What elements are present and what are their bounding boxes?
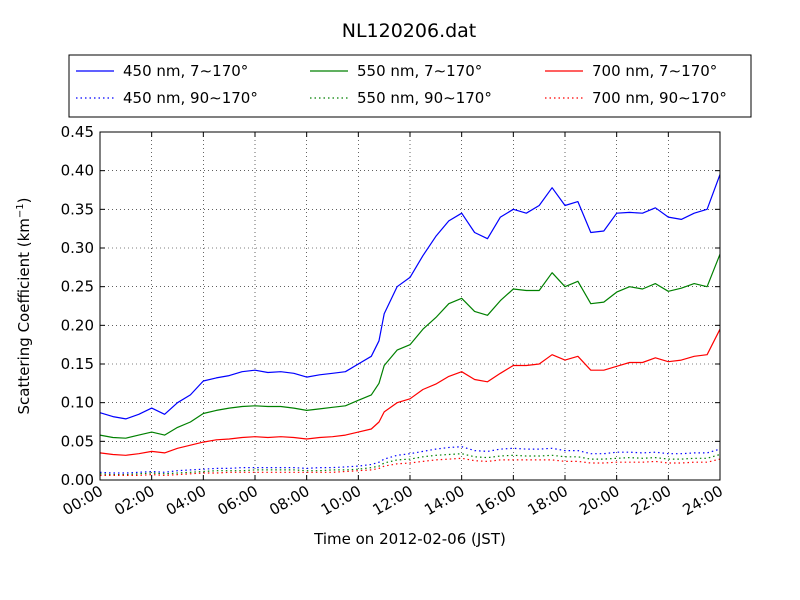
y-tick-label: 0.00 <box>61 471 94 489</box>
series-line <box>99 446 721 474</box>
y-axis-label-close: ) <box>15 197 33 203</box>
series-line <box>99 453 721 476</box>
chart-title: NL120206.dat <box>342 20 477 42</box>
series-line <box>99 174 721 420</box>
legend-label: 550 nm, 7∼170° <box>357 62 482 80</box>
y-tick-label: 0.25 <box>61 278 94 296</box>
legend: 450 nm, 7∼170° 550 nm, 7∼170° 700 nm, 7∼17… <box>76 62 727 107</box>
y-tick-label: 0.15 <box>61 355 94 373</box>
y-tick-label: 0.05 <box>61 432 94 450</box>
y-tick-label: 0.20 <box>61 316 94 334</box>
y-axis-label-main: Scattering Coefficient (km <box>15 218 33 414</box>
y-axis-label: Scattering Coefficient (km−1) <box>15 197 33 414</box>
legend-label: 450 nm, 7∼170° <box>123 62 248 80</box>
legend-label: 700 nm, 90∼170° <box>592 89 727 107</box>
y-tick-label: 0.40 <box>61 162 94 180</box>
legend-box <box>68 54 752 118</box>
y-axis-label-sup: −1 <box>15 203 26 218</box>
legend-label: 450 nm, 90∼170° <box>123 89 258 107</box>
y-tick-label: 0.35 <box>61 200 94 218</box>
y-tick-label: 0.10 <box>61 394 94 412</box>
grid <box>100 132 720 480</box>
series-line <box>99 328 721 456</box>
plot-series <box>99 174 721 476</box>
legend-label: 700 nm, 7∼170° <box>592 62 717 80</box>
y-tick-label: 0.45 <box>61 123 94 141</box>
legend-label: 550 nm, 90∼170° <box>357 89 492 107</box>
x-axis-label: Time on 2012-02-06 (JST) <box>313 530 506 548</box>
y-tick-label: 0.30 <box>61 239 94 257</box>
series-line <box>99 253 721 439</box>
